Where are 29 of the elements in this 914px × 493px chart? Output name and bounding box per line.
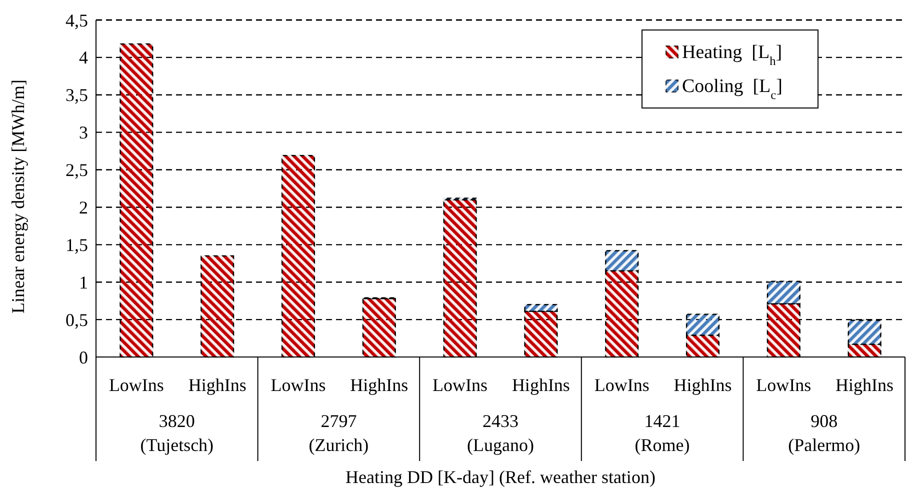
- y-tick-label: 0,5: [66, 310, 88, 330]
- text: 1421 (Rome): [634, 411, 690, 455]
- x-tick-label: HighIns: [836, 375, 894, 395]
- x-tick-label: LowIns: [756, 375, 812, 395]
- x-tick-label: HighIns: [512, 375, 570, 395]
- x-axis-title: Heating DD [K-day] (Ref. weather station): [346, 467, 656, 487]
- text: 2797 (Zurich): [308, 411, 369, 455]
- x-tick-label: LowIns: [270, 375, 326, 395]
- y-tick-label: 2,5: [66, 160, 88, 180]
- x-tick-label: HighIns: [674, 375, 732, 395]
- legend-label: Heating [L$_{h}$]: [682, 42, 782, 68]
- y-tick-label: 1: [79, 272, 88, 292]
- x-tick-label: HighIns: [350, 375, 408, 395]
- y-tick-label: 1,5: [66, 234, 88, 255]
- y-tick-label: 0: [79, 347, 88, 368]
- y-axis-title: Linear energy density [MWh/m]: [8, 79, 28, 314]
- y-tick-label: 2: [79, 198, 88, 218]
- x-tick-label: HighIns: [188, 375, 246, 395]
- y-tick-label: 3: [79, 122, 88, 143]
- x-tick-label: LowIns: [594, 375, 650, 395]
- y-tick-label: 3,5: [66, 85, 88, 106]
- text: 908 (Palermo): [788, 411, 860, 455]
- x-tick-label: LowIns: [432, 375, 488, 395]
- x-tick-label: LowIns: [108, 375, 164, 395]
- legend-label: Cooling [L$_{c}$]: [682, 76, 782, 102]
- y-tick-label: 4,5: [66, 10, 88, 30]
- text: 3820 (Tujetsch): [140, 411, 214, 455]
- text: 2433 (Lugano): [467, 411, 534, 455]
- y-tick-label: 4: [79, 48, 88, 68]
